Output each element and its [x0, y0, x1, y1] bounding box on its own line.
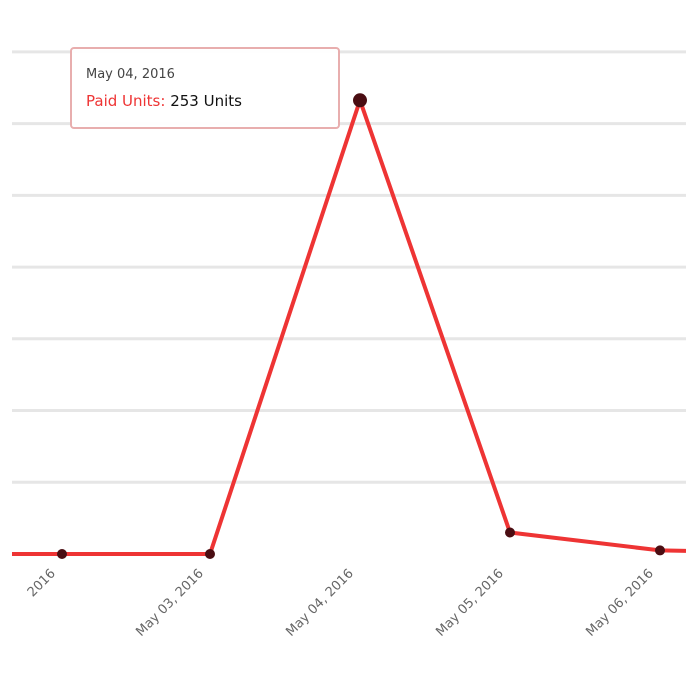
tooltip-separator: :	[160, 92, 171, 110]
tooltip-series-label: Paid Units	[86, 92, 161, 110]
data-point	[57, 549, 67, 559]
data-point	[655, 545, 665, 556]
tooltip-line: Paid Units: 253 Units	[86, 92, 338, 110]
x-tick-label: May 06, 2016	[583, 566, 656, 639]
tooltip-date: May 04, 2016	[86, 67, 175, 82]
x-tick-label: May 03, 2016	[133, 566, 206, 639]
data-point	[505, 527, 515, 538]
data-point	[353, 93, 367, 108]
x-tick-label: May 04, 2016	[283, 566, 356, 639]
series-line	[12, 94, 686, 556]
x-tick-label: 2016	[25, 566, 59, 600]
tooltip-value: 253 Units	[170, 92, 242, 110]
tooltip: May 04, 2016 Paid Units: 253 Units	[70, 47, 340, 129]
data-point	[205, 549, 215, 559]
x-tick-label: May 05, 2016	[433, 566, 506, 639]
